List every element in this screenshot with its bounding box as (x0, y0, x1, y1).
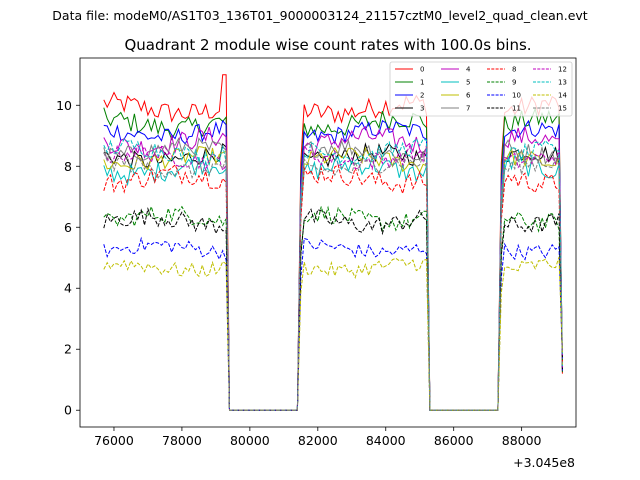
legend-label-12: 12 (558, 66, 567, 74)
legend-label-8: 8 (512, 66, 516, 74)
legend-label-11: 11 (512, 105, 521, 113)
legend-label-15: 15 (558, 105, 567, 113)
y-tick-label: 0 (64, 403, 72, 418)
series-line-8 (103, 164, 563, 411)
legend-label-7: 7 (466, 105, 470, 113)
legend-label-5: 5 (466, 79, 470, 87)
x-tick-label: 76000 (94, 433, 134, 448)
legend-frame (389, 61, 573, 117)
legend-label-9: 9 (512, 79, 516, 87)
series-line-2 (103, 119, 563, 411)
plot-area (79, 57, 577, 428)
legend-label-3: 3 (420, 105, 424, 113)
series-line-15 (103, 152, 563, 411)
series-line-1 (103, 107, 563, 411)
x-offset-label: +3.045e8 (513, 455, 575, 470)
series-line-13 (103, 138, 563, 411)
series-line-3 (103, 142, 563, 411)
x-tick-label: 84000 (366, 433, 406, 448)
series-line-0 (103, 74, 563, 411)
y-tick-label: 6 (64, 220, 72, 235)
series-line-10 (103, 236, 563, 411)
series-line-7 (103, 137, 563, 411)
suptitle: Data file: modeM0/AS1T03_136T01_90000031… (52, 8, 587, 23)
x-tick-label: 86000 (434, 433, 474, 448)
x-tick-label: 82000 (298, 433, 338, 448)
legend-label-2: 2 (420, 92, 424, 100)
x-axis: 76000 78000 80000 82000 84000 86000 88000 (94, 427, 542, 448)
legend-label-0: 0 (420, 66, 424, 74)
y-tick-label: 10 (56, 98, 72, 113)
y-tick-label: 4 (64, 281, 72, 296)
y-axis: 0 2 4 6 8 10 (56, 98, 80, 418)
series-line-12 (103, 143, 563, 411)
x-tick-label: 80000 (230, 433, 270, 448)
legend-label-1: 1 (420, 79, 424, 87)
series-line-11 (103, 207, 563, 411)
x-tick-label: 88000 (502, 433, 542, 448)
legend-label-6: 6 (466, 92, 471, 100)
series-line-14 (103, 256, 563, 411)
series-line-5 (103, 154, 563, 411)
x-tick-label: 78000 (162, 433, 202, 448)
series-line-6 (103, 146, 563, 411)
series-line-9 (103, 205, 563, 411)
legend-label-14: 14 (558, 92, 567, 100)
legend-label-13: 13 (558, 79, 567, 87)
axes-frame (79, 57, 577, 428)
y-tick-label: 8 (64, 159, 72, 174)
legend-label-10: 10 (512, 92, 521, 100)
y-tick-label: 2 (64, 342, 72, 357)
chart-title: Quadrant 2 module wise count rates with … (124, 36, 531, 54)
legend-label-4: 4 (466, 66, 471, 74)
